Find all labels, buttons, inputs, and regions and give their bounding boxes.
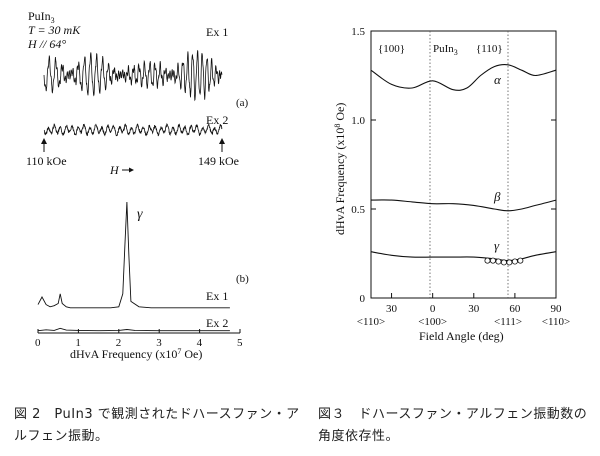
fig3-direction-label: <100>	[418, 316, 447, 328]
fig3-y-tick-label: 0.5	[351, 204, 365, 216]
fig2-panel-a: PuIn3 T = 30 mK H // 64° Ex 1 (a) Ex 2 1…	[26, 9, 249, 177]
fig3-direction-label: <110>	[357, 316, 386, 328]
fig3-direction-label: <111>	[494, 316, 522, 328]
fig2b-x-ticks: 0 1 2 3 4 5	[35, 329, 243, 349]
fig3-beta-label: β	[493, 189, 501, 204]
fig3-label-compound: PuIn3	[433, 43, 458, 57]
fig2a-ex2-label: Ex 2	[206, 113, 228, 127]
fig2b-x-tick-label: 0	[35, 337, 41, 349]
fig2a-field-direction: H // 64°	[27, 37, 66, 51]
fig2a-field-arrow	[122, 167, 134, 173]
fig2b-x-tick-label: 5	[237, 337, 243, 349]
fig3-direction-label: <110>	[542, 316, 571, 328]
fig2a-ex1-label: Ex 1	[206, 25, 228, 39]
fig3-x-tick-label: 60	[509, 303, 521, 315]
fig3-alpha-label: α	[494, 72, 502, 87]
fig2b-ex2-spectrum	[37, 327, 230, 332]
fig3-label-100-plane: {100}	[378, 43, 405, 55]
fig3-label-110-plane: {110}	[476, 43, 503, 55]
fig3-gamma-data-point	[506, 259, 513, 266]
fig2b-panel-label: (b)	[236, 273, 249, 285]
fig3-gamma-data-point	[495, 258, 502, 265]
fig2a-ex2-trace	[43, 123, 223, 137]
fig2a-field-arrow-label: H	[109, 163, 120, 177]
fig2-panel-b: γ (b) Ex 1 Ex 2 0 1 2 3 4 5 dHvA Frequency (x…	[35, 201, 249, 361]
fig2b-x-tick-label: 4	[197, 337, 203, 349]
fig3-branch-alpha-curve	[370, 64, 557, 91]
fig3-gamma-data-point	[511, 258, 518, 265]
fig3-y-ticks: 0 0.5 1.0 1.5	[351, 26, 556, 305]
fig3-plot-frame	[370, 30, 557, 299]
fig3-gamma-label: γ	[494, 238, 500, 253]
fig2a-ex1-trace	[43, 49, 223, 102]
fig3-branch-gamma-curve	[370, 251, 557, 262]
fig2b-x-tick-label: 1	[75, 337, 81, 349]
fig2b-xlabel: dHvA Frequency (x107 Oe)	[70, 347, 202, 361]
fig2b-ex1-spectrum	[37, 201, 230, 309]
fig3-x-tick-label: 0	[430, 303, 436, 315]
fig3-caption: 図３ ドハースファン・アルフェン振動数の角度依存性。	[318, 407, 588, 444]
fig3-gamma-data-point	[489, 257, 496, 264]
fig2b-x-tick-label: 2	[116, 337, 122, 349]
fig2b-ex2-label: Ex 2	[206, 316, 228, 330]
fig3-branch-beta-curve	[370, 199, 557, 212]
fig2b-peak-label: γ	[137, 207, 143, 222]
fig2b-x-tick-label: 3	[156, 337, 162, 349]
fig3-ylabel: dHvA Frequency (x108 Oe)	[333, 103, 347, 235]
fig3-gamma-data-point	[500, 259, 507, 266]
fig2a-field-start: 110 kOe	[26, 154, 67, 168]
fig2a-panel-label: (a)	[236, 97, 249, 109]
fig3-gamma-points	[484, 257, 524, 266]
fig3-x-tick-label: 30	[468, 303, 480, 315]
fig2a-field-start-arrow	[41, 138, 47, 152]
fig2b-ex1-label: Ex 1	[206, 289, 228, 303]
fig3-y-tick-label: 0	[360, 293, 366, 305]
fig3-xlabel: Field Angle (deg)	[419, 329, 504, 343]
fig3-chart: {100} PuIn3 {110} α β γ 0 0.5 1.0 1.5 30 0 30…	[333, 26, 570, 343]
fig3-x-ticks: 30 0 30 60 90<110> <100> <111> <110>	[357, 293, 571, 328]
fig3-y-tick-label: 1.5	[351, 26, 365, 38]
fig2a-field-end: 149 kOe	[198, 154, 239, 168]
fig2a-sample: PuIn3	[28, 9, 55, 25]
fig3-y-tick-label: 1.0	[351, 115, 365, 127]
fig2a-field-end-arrow	[219, 138, 225, 152]
fig2a-temperature: T = 30 mK	[28, 23, 81, 37]
fig3-curves	[370, 64, 557, 262]
fig2-caption: 図 2 PuIn3 で観測されたドハースファン・アルフェン振動。	[14, 407, 300, 444]
fig3-x-tick-label: 30	[386, 303, 398, 315]
fig3-gamma-data-point	[517, 257, 524, 264]
fig3-gamma-data-point	[484, 257, 491, 264]
fig3-x-tick-label: 90	[551, 303, 563, 315]
